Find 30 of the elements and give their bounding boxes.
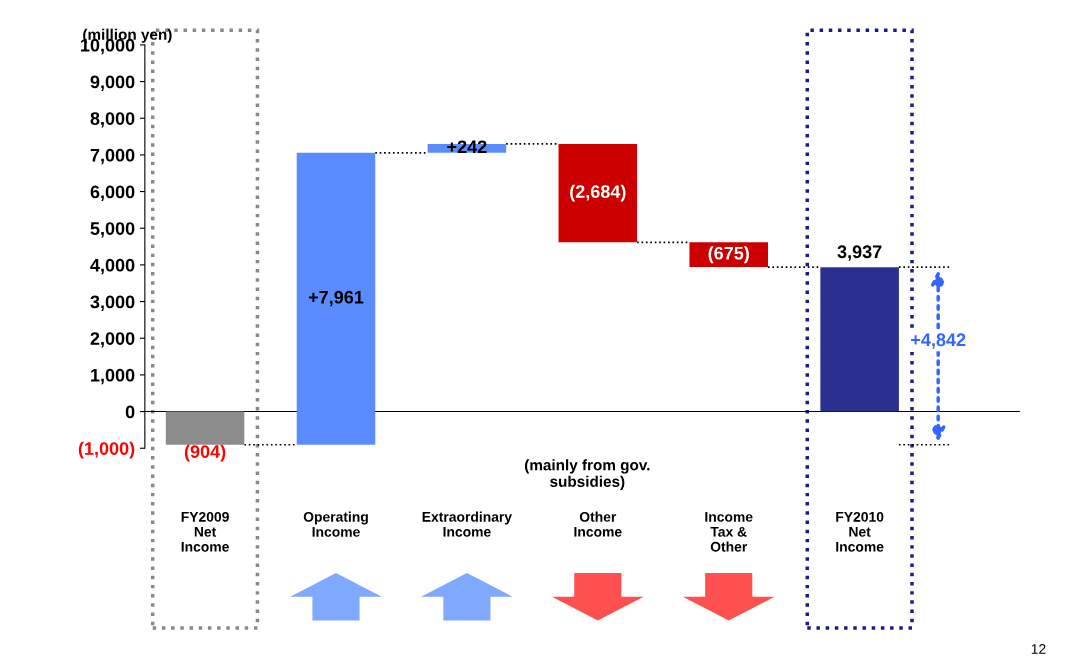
bar — [165, 411, 245, 445]
text: 12 — [1031, 644, 1046, 654]
bar — [558, 143, 638, 243]
y-tick-label: 2,000 — [90, 332, 135, 348]
data-label: (2,684) — [570, 184, 626, 202]
x-tick-label: FY2009 Net Income — [181, 511, 229, 552]
x-tick-label: Operating Income — [303, 511, 368, 537]
data-label: (675) — [708, 246, 749, 264]
text: (mainly from gov. subsidies) — [525, 459, 650, 490]
y-tick-label: 6,000 — [90, 185, 135, 201]
x-tick-label: Income Tax & Other — [705, 512, 753, 552]
y-tick-label: (1,000) — [78, 441, 135, 459]
y-tick-label: 4,000 — [90, 258, 135, 275]
y-tick-label: 8,000 — [90, 112, 135, 128]
bar — [820, 267, 899, 412]
y-tick-label: 0 — [125, 405, 135, 419]
y-tick-label: 7,000 — [90, 148, 135, 165]
data-label: +7,961 — [308, 290, 364, 307]
y-tick-label: 9,000 — [90, 75, 135, 91]
y-tick-label: 3,000 — [90, 295, 135, 311]
annotation: +4,842 — [911, 333, 966, 349]
data-label: 3,937 — [837, 245, 882, 261]
y-tick-label: 1,000 — [91, 368, 135, 385]
data-label: +242 — [447, 140, 487, 154]
x-tick-label: FY2010 Net Income — [836, 511, 884, 552]
bar — [296, 152, 376, 445]
y-tick-label: 5,000 — [90, 222, 135, 238]
data-label: (904) — [184, 444, 226, 462]
x-tick-label: Other Income — [574, 511, 622, 537]
x-tick-label: Extraordinary Income — [422, 511, 512, 537]
